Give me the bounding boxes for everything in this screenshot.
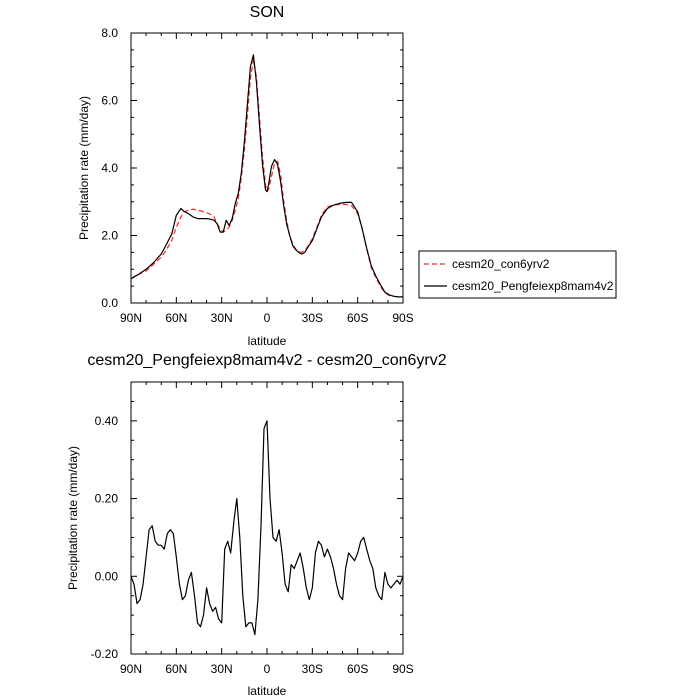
bottom-chart-title: cesm20_Pengfeiexp8mam4v2 - cesm20_con6yr… xyxy=(87,352,446,369)
top-x-tick-label: 0 xyxy=(264,311,271,325)
top-y-tick-label: 4.0 xyxy=(101,161,118,175)
top-x-tick-label: 90N xyxy=(120,311,142,325)
top-chart-title: SON xyxy=(250,4,285,21)
legend-label-con6yrv2: cesm20_con6yrv2 xyxy=(452,257,550,271)
bottom-plot-frame xyxy=(130,381,404,655)
bottom-x-tick-label: 60S xyxy=(347,662,368,676)
top-plot-frame xyxy=(130,32,404,304)
top-axes: 90N 60N 30N 0 30S 60S 90S 0.0 2.0 4.0 6.0 8.0 xyxy=(101,26,413,325)
bottom-axes: 90N 60N 30N 0 30S 60S 90S -0.20 0.00 0.20 0.40 xyxy=(91,381,414,676)
bottom-y-tick-label: 0.20 xyxy=(95,492,119,506)
top-series-line-cesm20_con6yrv2 xyxy=(130,59,403,298)
top-chart: SON 90N 60N 30N 0 30S 60S 90S 0.0 2.0 4.0 6.0 8.0 P… xyxy=(77,4,414,348)
bottom-x-tick-label: 90N xyxy=(120,662,142,676)
top-x-tick-label: 90S xyxy=(392,311,413,325)
top-y-tick-label: 0.0 xyxy=(101,296,118,310)
top-x-tick-label: 30S xyxy=(302,311,323,325)
legend-label-pengfei: cesm20_Pengfeiexp8mam4v2 xyxy=(452,279,614,293)
bottom-y-axis-label: Precipitation rate (mm/day) xyxy=(66,446,80,590)
bottom-y-tick-label: 0.00 xyxy=(95,569,119,583)
bottom-x-tick-label: 0 xyxy=(264,662,271,676)
bottom-x-axis-label: latitude xyxy=(248,684,287,698)
bottom-x-tick-label: 60N xyxy=(165,662,187,676)
bottom-x-tick-label: 90S xyxy=(392,662,413,676)
legend: cesm20_con6yrv2 cesm20_Pengfeiexp8mam4v2 xyxy=(418,250,617,299)
bottom-y-tick-label: 0.40 xyxy=(95,414,119,428)
top-x-axis-label: latitude xyxy=(248,334,287,348)
bottom-y-tick-label: -0.20 xyxy=(91,647,119,661)
top-x-tick-label: 60N xyxy=(165,311,187,325)
bottom-x-tick-label: 30S xyxy=(302,662,323,676)
bottom-chart: cesm20_Pengfeiexp8mam4v2 - cesm20_con6yr… xyxy=(66,352,447,698)
bottom-x-tick-label: 30N xyxy=(211,662,233,676)
top-x-tick-label: 60S xyxy=(347,311,368,325)
top-y-tick-label: 2.0 xyxy=(101,229,118,243)
top-y-tick-label: 6.0 xyxy=(101,94,118,108)
top-y-tick-label: 8.0 xyxy=(101,26,118,40)
top-series-line-cesm20_Pengfeiexp8mam4v2 xyxy=(130,54,403,298)
top-y-axis-label: Precipitation rate (mm/day) xyxy=(77,96,91,240)
top-x-tick-label: 30N xyxy=(211,311,233,325)
legend-box xyxy=(418,250,617,299)
bottom-series-line-difference xyxy=(130,420,404,636)
